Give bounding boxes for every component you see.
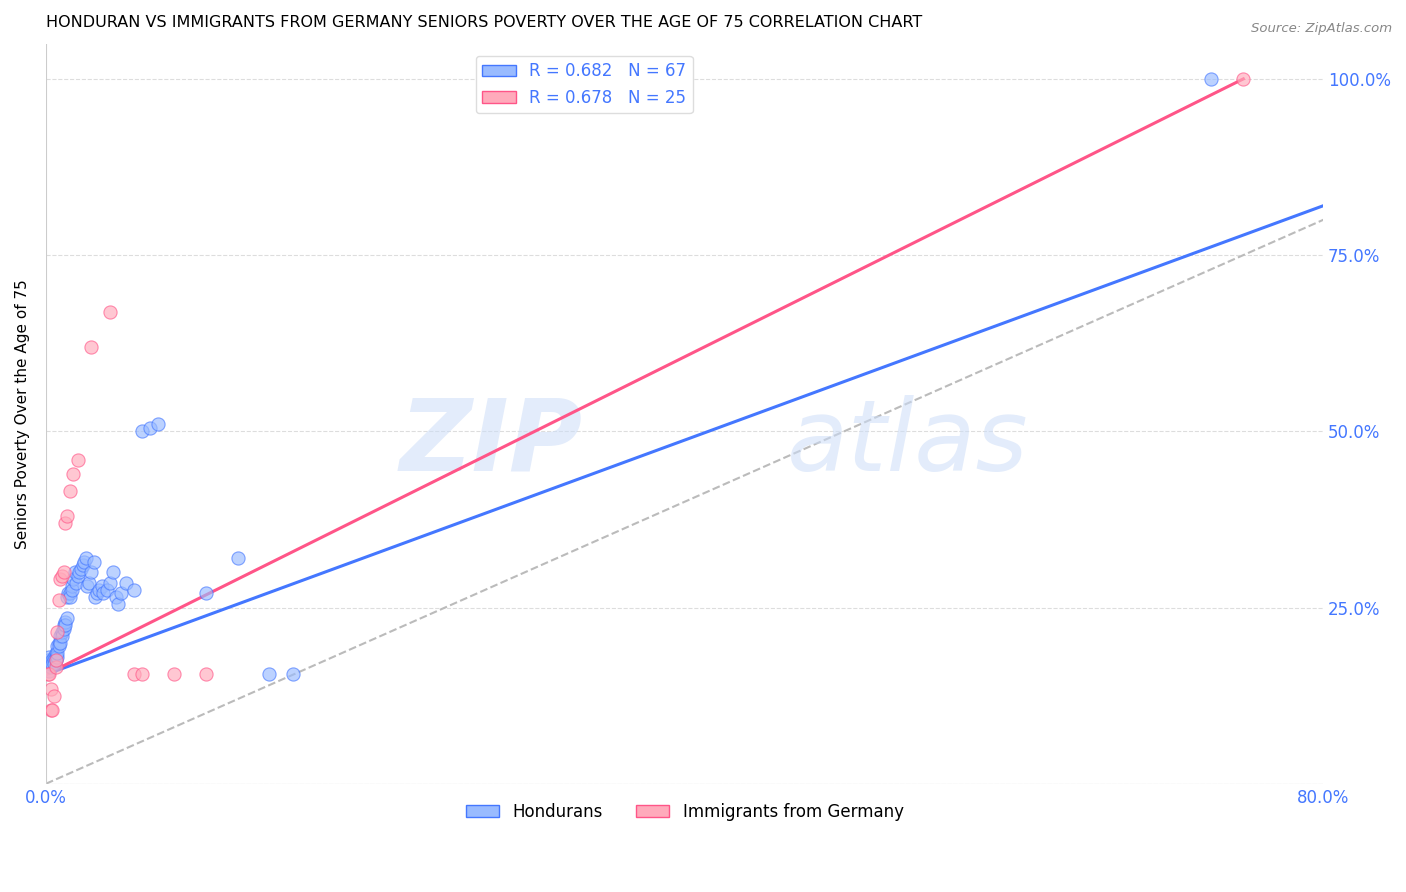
Point bbox=[226, 551, 249, 566]
Point bbox=[65, 575, 87, 590]
Point bbox=[60, 582, 83, 597]
Point bbox=[98, 304, 121, 318]
Point bbox=[46, 649, 69, 664]
Point bbox=[58, 586, 80, 600]
Point bbox=[105, 590, 128, 604]
Point bbox=[38, 649, 60, 664]
Point bbox=[79, 566, 101, 580]
Point bbox=[98, 575, 121, 590]
Point bbox=[37, 653, 59, 667]
Point bbox=[75, 551, 97, 566]
Point bbox=[46, 625, 69, 640]
Point bbox=[83, 555, 105, 569]
Point bbox=[76, 579, 98, 593]
Point bbox=[49, 636, 72, 650]
Point bbox=[87, 582, 110, 597]
Point bbox=[93, 586, 115, 600]
Point bbox=[42, 657, 65, 671]
Point bbox=[163, 667, 186, 681]
Point bbox=[46, 640, 69, 654]
Point bbox=[38, 664, 60, 678]
Text: HONDURAN VS IMMIGRANTS FROM GERMANY SENIORS POVERTY OVER THE AGE OF 75 CORRELATI: HONDURAN VS IMMIGRANTS FROM GERMANY SENI… bbox=[46, 15, 922, 30]
Point bbox=[107, 597, 129, 611]
Point bbox=[122, 582, 145, 597]
Point bbox=[146, 417, 169, 432]
Point bbox=[52, 566, 75, 580]
Point bbox=[110, 586, 132, 600]
Point bbox=[42, 689, 65, 703]
Y-axis label: Seniors Poverty Over the Age of 75: Seniors Poverty Over the Age of 75 bbox=[15, 279, 30, 549]
Point bbox=[55, 508, 77, 523]
Point bbox=[77, 575, 100, 590]
Point bbox=[45, 653, 67, 667]
Point bbox=[53, 516, 76, 530]
Point bbox=[122, 667, 145, 681]
Point bbox=[194, 586, 217, 600]
Text: ZIP: ZIP bbox=[399, 395, 582, 491]
Point bbox=[51, 629, 73, 643]
Point bbox=[96, 582, 118, 597]
Point bbox=[101, 566, 124, 580]
Point bbox=[59, 586, 82, 600]
Point bbox=[42, 653, 65, 667]
Point bbox=[52, 618, 75, 632]
Point bbox=[45, 646, 67, 660]
Point bbox=[37, 667, 59, 681]
Point bbox=[90, 579, 112, 593]
Point bbox=[283, 667, 305, 681]
Point bbox=[39, 703, 62, 717]
Point bbox=[131, 667, 153, 681]
Point bbox=[48, 593, 70, 607]
Point bbox=[63, 566, 86, 580]
Point bbox=[62, 467, 84, 481]
Point bbox=[41, 657, 63, 671]
Point bbox=[41, 703, 63, 717]
Point bbox=[69, 566, 91, 580]
Point bbox=[39, 681, 62, 696]
Point bbox=[51, 569, 73, 583]
Point bbox=[45, 653, 67, 667]
Point bbox=[52, 622, 75, 636]
Point bbox=[62, 572, 84, 586]
Point bbox=[73, 555, 96, 569]
Text: atlas: atlas bbox=[787, 395, 1028, 491]
Point bbox=[114, 575, 136, 590]
Point bbox=[39, 660, 62, 674]
Point bbox=[259, 667, 281, 681]
Text: Source: ZipAtlas.com: Source: ZipAtlas.com bbox=[1251, 22, 1392, 36]
Point bbox=[39, 657, 62, 671]
Point bbox=[139, 421, 162, 435]
Point bbox=[194, 667, 217, 681]
Point bbox=[66, 569, 89, 583]
Point bbox=[53, 618, 76, 632]
Point bbox=[59, 484, 82, 499]
Point bbox=[59, 590, 82, 604]
Point bbox=[53, 615, 76, 629]
Point bbox=[86, 586, 108, 600]
Point bbox=[38, 667, 60, 681]
Point bbox=[60, 579, 83, 593]
Point bbox=[72, 558, 94, 573]
Point bbox=[84, 590, 107, 604]
Point bbox=[46, 646, 69, 660]
Legend: Hondurans, Immigrants from Germany: Hondurans, Immigrants from Germany bbox=[458, 796, 910, 827]
Point bbox=[55, 611, 77, 625]
Point bbox=[79, 340, 101, 354]
Point bbox=[48, 640, 70, 654]
Point bbox=[49, 572, 72, 586]
Point bbox=[66, 452, 89, 467]
Point bbox=[55, 590, 77, 604]
Point bbox=[48, 636, 70, 650]
Point bbox=[41, 653, 63, 667]
Point bbox=[42, 649, 65, 664]
Point bbox=[1201, 71, 1223, 86]
Point bbox=[49, 629, 72, 643]
Point bbox=[45, 649, 67, 664]
Point bbox=[131, 425, 153, 439]
Point bbox=[70, 562, 93, 576]
Point bbox=[45, 660, 67, 674]
Point bbox=[1232, 71, 1254, 86]
Point bbox=[51, 625, 73, 640]
